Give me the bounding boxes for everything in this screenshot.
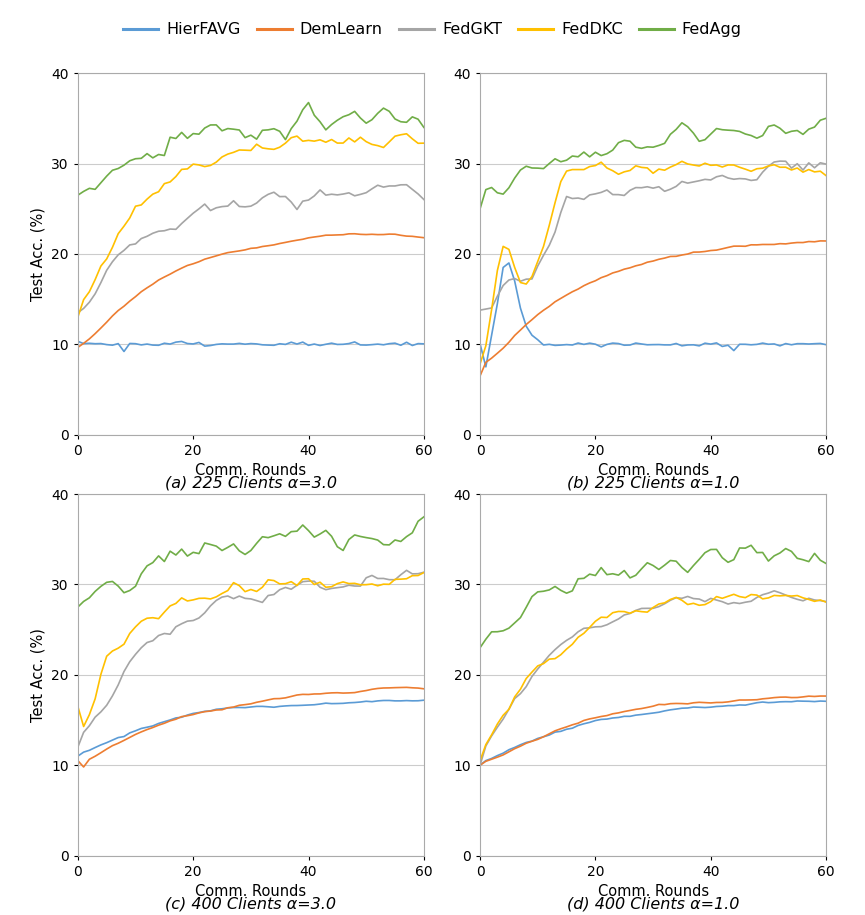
X-axis label: Comm. Rounds: Comm. Rounds	[195, 884, 306, 899]
X-axis label: Comm. Rounds: Comm. Rounds	[195, 463, 306, 479]
Y-axis label: Test Acc. (%): Test Acc. (%)	[30, 207, 46, 301]
X-axis label: Comm. Rounds: Comm. Rounds	[598, 463, 708, 479]
Text: (c) 400 Clients α=3.0: (c) 400 Clients α=3.0	[165, 897, 336, 911]
Text: (d) 400 Clients α=1.0: (d) 400 Clients α=1.0	[567, 897, 740, 911]
Text: (a) 225 Clients α=3.0: (a) 225 Clients α=3.0	[165, 476, 336, 490]
Text: (b) 225 Clients α=1.0: (b) 225 Clients α=1.0	[567, 476, 740, 490]
Legend: HierFAVG, DemLearn, FedGKT, FedDKC, FedAgg: HierFAVG, DemLearn, FedGKT, FedDKC, FedA…	[117, 16, 748, 44]
Y-axis label: Test Acc. (%): Test Acc. (%)	[30, 628, 46, 722]
X-axis label: Comm. Rounds: Comm. Rounds	[598, 884, 708, 899]
